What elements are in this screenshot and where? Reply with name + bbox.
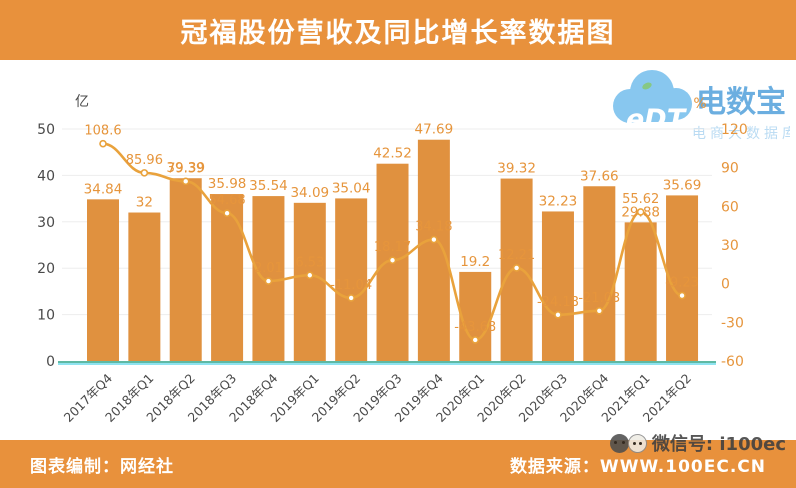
right-axis-tick: 120 [721, 122, 748, 138]
growth-value-label: 108.6 [84, 124, 121, 139]
right-axis-tick: 0 [721, 277, 730, 293]
revenue-bar [624, 222, 657, 361]
growth-point [554, 311, 562, 319]
revenue-bar [417, 139, 450, 361]
revenue-bar [211, 194, 244, 361]
right-axis-unit: % [693, 96, 706, 112]
wechat-id-text: 微信号: i100ec [651, 434, 786, 455]
growth-point [595, 306, 604, 315]
growth-value-label: 34.18 [415, 220, 452, 235]
revenue-bar [128, 212, 161, 361]
right-axis-tick: -60 [721, 354, 744, 370]
growth-point [264, 277, 273, 285]
revenue-bar [666, 195, 699, 361]
revenue-bar [87, 199, 119, 361]
growth-value-label: 85.96 [126, 153, 163, 168]
cloud-icon [613, 70, 692, 123]
bar-value-label: 34.09 [290, 185, 329, 201]
revenue-bar [541, 211, 574, 361]
bar-value-label: 35.04 [332, 180, 371, 196]
growth-point [347, 294, 355, 302]
revenue-bar [583, 186, 616, 361]
bar-value-label: 39.39 [166, 160, 205, 176]
growth-point [388, 256, 397, 265]
growth-value-label: -21.03 [578, 291, 620, 306]
revenue-bar [169, 178, 202, 361]
growth-value-label: 18.17 [374, 240, 411, 255]
left-axis-tick: 10 [37, 308, 55, 324]
footer-credit: 图表编制：网经社 [30, 456, 174, 477]
bar-value-label: 19.2 [460, 254, 490, 270]
growth-value-label: 54.68 [208, 193, 245, 208]
growth-point [181, 177, 190, 186]
right-axis-tick: -30 [721, 315, 744, 331]
growth-point [99, 139, 107, 148]
logo-name: 电数宝 [696, 85, 786, 120]
growth-value-label: 2.01 [254, 261, 283, 276]
header-band: 冠福股份营收及同比增长率数据图 [0, 0, 796, 60]
bar-value-label: 32 [136, 195, 153, 211]
wechat-watermark: 微信号: i100ec [609, 430, 786, 456]
growth-value-label: -24.18 [537, 295, 579, 310]
growth-value-label: 6.53 [295, 255, 324, 270]
bar-value-label: 47.69 [415, 122, 454, 138]
bar-value-label: 35.69 [663, 177, 702, 193]
left-axis-tick: 0 [46, 354, 55, 370]
bar-value-label: 39.32 [497, 161, 536, 177]
chat-face-icon [627, 433, 647, 453]
footer-band: 图表编制：网经社 数据来源：WWW.100EC.CN 微信号: i100ec [0, 433, 796, 488]
right-axis-tick: 90 [721, 161, 739, 177]
growth-value-label: 79.39 [167, 161, 204, 176]
growth-value-label: 55.62 [622, 192, 659, 207]
growth-point [636, 208, 645, 216]
growth-point [512, 264, 521, 272]
growth-point [140, 169, 149, 177]
revenue-bar [459, 271, 492, 361]
left-axis-tick: 30 [37, 215, 55, 231]
left-axis-tick: 50 [37, 122, 55, 138]
right-axis-tick: 60 [721, 199, 739, 215]
revenue-bar [335, 198, 368, 361]
edt-logo: eDT 电数宝 电商大数据库 [600, 64, 790, 150]
left-axis-unit: 亿 [75, 94, 89, 110]
growth-value-label: -9.23 [665, 276, 699, 291]
bar-value-label: 42.52 [373, 146, 412, 162]
left-axis-tick: 20 [37, 261, 55, 277]
right-axis-tick: 30 [721, 238, 739, 254]
growth-value-label: -43.68 [454, 320, 496, 335]
page-title: 冠福股份营收及同比增长率数据图 [180, 17, 616, 49]
logo-mark: eDT [626, 104, 688, 135]
left-axis-tick: 40 [37, 168, 55, 184]
bar-value-label: 35.54 [249, 178, 288, 194]
revenue-bar [293, 202, 326, 361]
growth-point [223, 209, 231, 217]
growth-point [430, 235, 438, 244]
bar-value-label: 37.66 [580, 168, 619, 184]
growth-value-label: 12.21 [498, 248, 535, 263]
chart-area: eDT 电数宝 电商大数据库 0 10 20 30 40 50 120 90 60 30 0 -30 -… [0, 60, 796, 440]
growth-value-label: -11.04 [330, 278, 372, 293]
growth-point [471, 336, 480, 344]
chat-face-icon [609, 433, 629, 453]
bar-value-label: 34.84 [84, 181, 123, 197]
bar-value-label: 35.98 [208, 176, 247, 192]
growth-point [678, 291, 686, 300]
footer-source: 数据来源：WWW.100EC.CN [509, 456, 766, 477]
bar-value-label: 32.23 [539, 193, 578, 209]
growth-point [305, 271, 314, 280]
logo-subtitle: 电商大数据库 [692, 126, 790, 142]
